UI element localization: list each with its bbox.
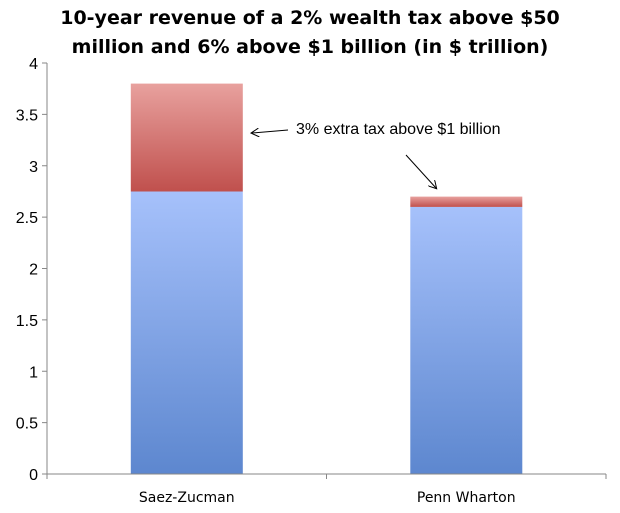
y-tick-label: 0 xyxy=(29,467,38,484)
annotation-text: 3% extra tax above $1 billion xyxy=(296,121,501,138)
y-tick-label: 0.5 xyxy=(16,416,38,433)
chart-title-line-1: 10-year revenue of a 2% wealth tax above… xyxy=(60,7,560,29)
y-tick-label: 2 xyxy=(29,262,38,279)
annotation-arrow-left xyxy=(252,130,289,133)
y-tick-label: 1 xyxy=(29,364,38,381)
annotation-layer: 3% extra tax above $1 billion xyxy=(252,121,501,188)
bar-segment-penn-wharton-2 xyxy=(410,196,523,207)
y-tick-label: 2.5 xyxy=(16,210,38,227)
chart-title: 10-year revenue of a 2% wealth tax above… xyxy=(0,4,620,62)
y-tick-label: 3 xyxy=(29,159,38,176)
x-category-label: Saez-Zucman xyxy=(139,490,235,506)
y-tick-label: 1.5 xyxy=(16,313,38,330)
annotation-arrow-down xyxy=(405,154,436,188)
chart-title-line-2: million and 6% above $1 billion (in $ tr… xyxy=(71,36,549,58)
bar-segment-saez-zucman-2 xyxy=(130,83,243,192)
bar-segment-saez-zucman-1 xyxy=(130,191,243,474)
x-category-label: Penn Wharton xyxy=(417,490,516,506)
y-tick-label: 4 xyxy=(29,56,38,73)
bar-segment-penn-wharton-1 xyxy=(410,206,523,475)
axis-layer: 0 0.5 1 1.5 2 2.5 3 3.5 4 Saez-Zucman Penn Wharton xyxy=(16,56,607,506)
bars-layer xyxy=(130,83,523,475)
y-tick-label: 3.5 xyxy=(16,107,38,124)
